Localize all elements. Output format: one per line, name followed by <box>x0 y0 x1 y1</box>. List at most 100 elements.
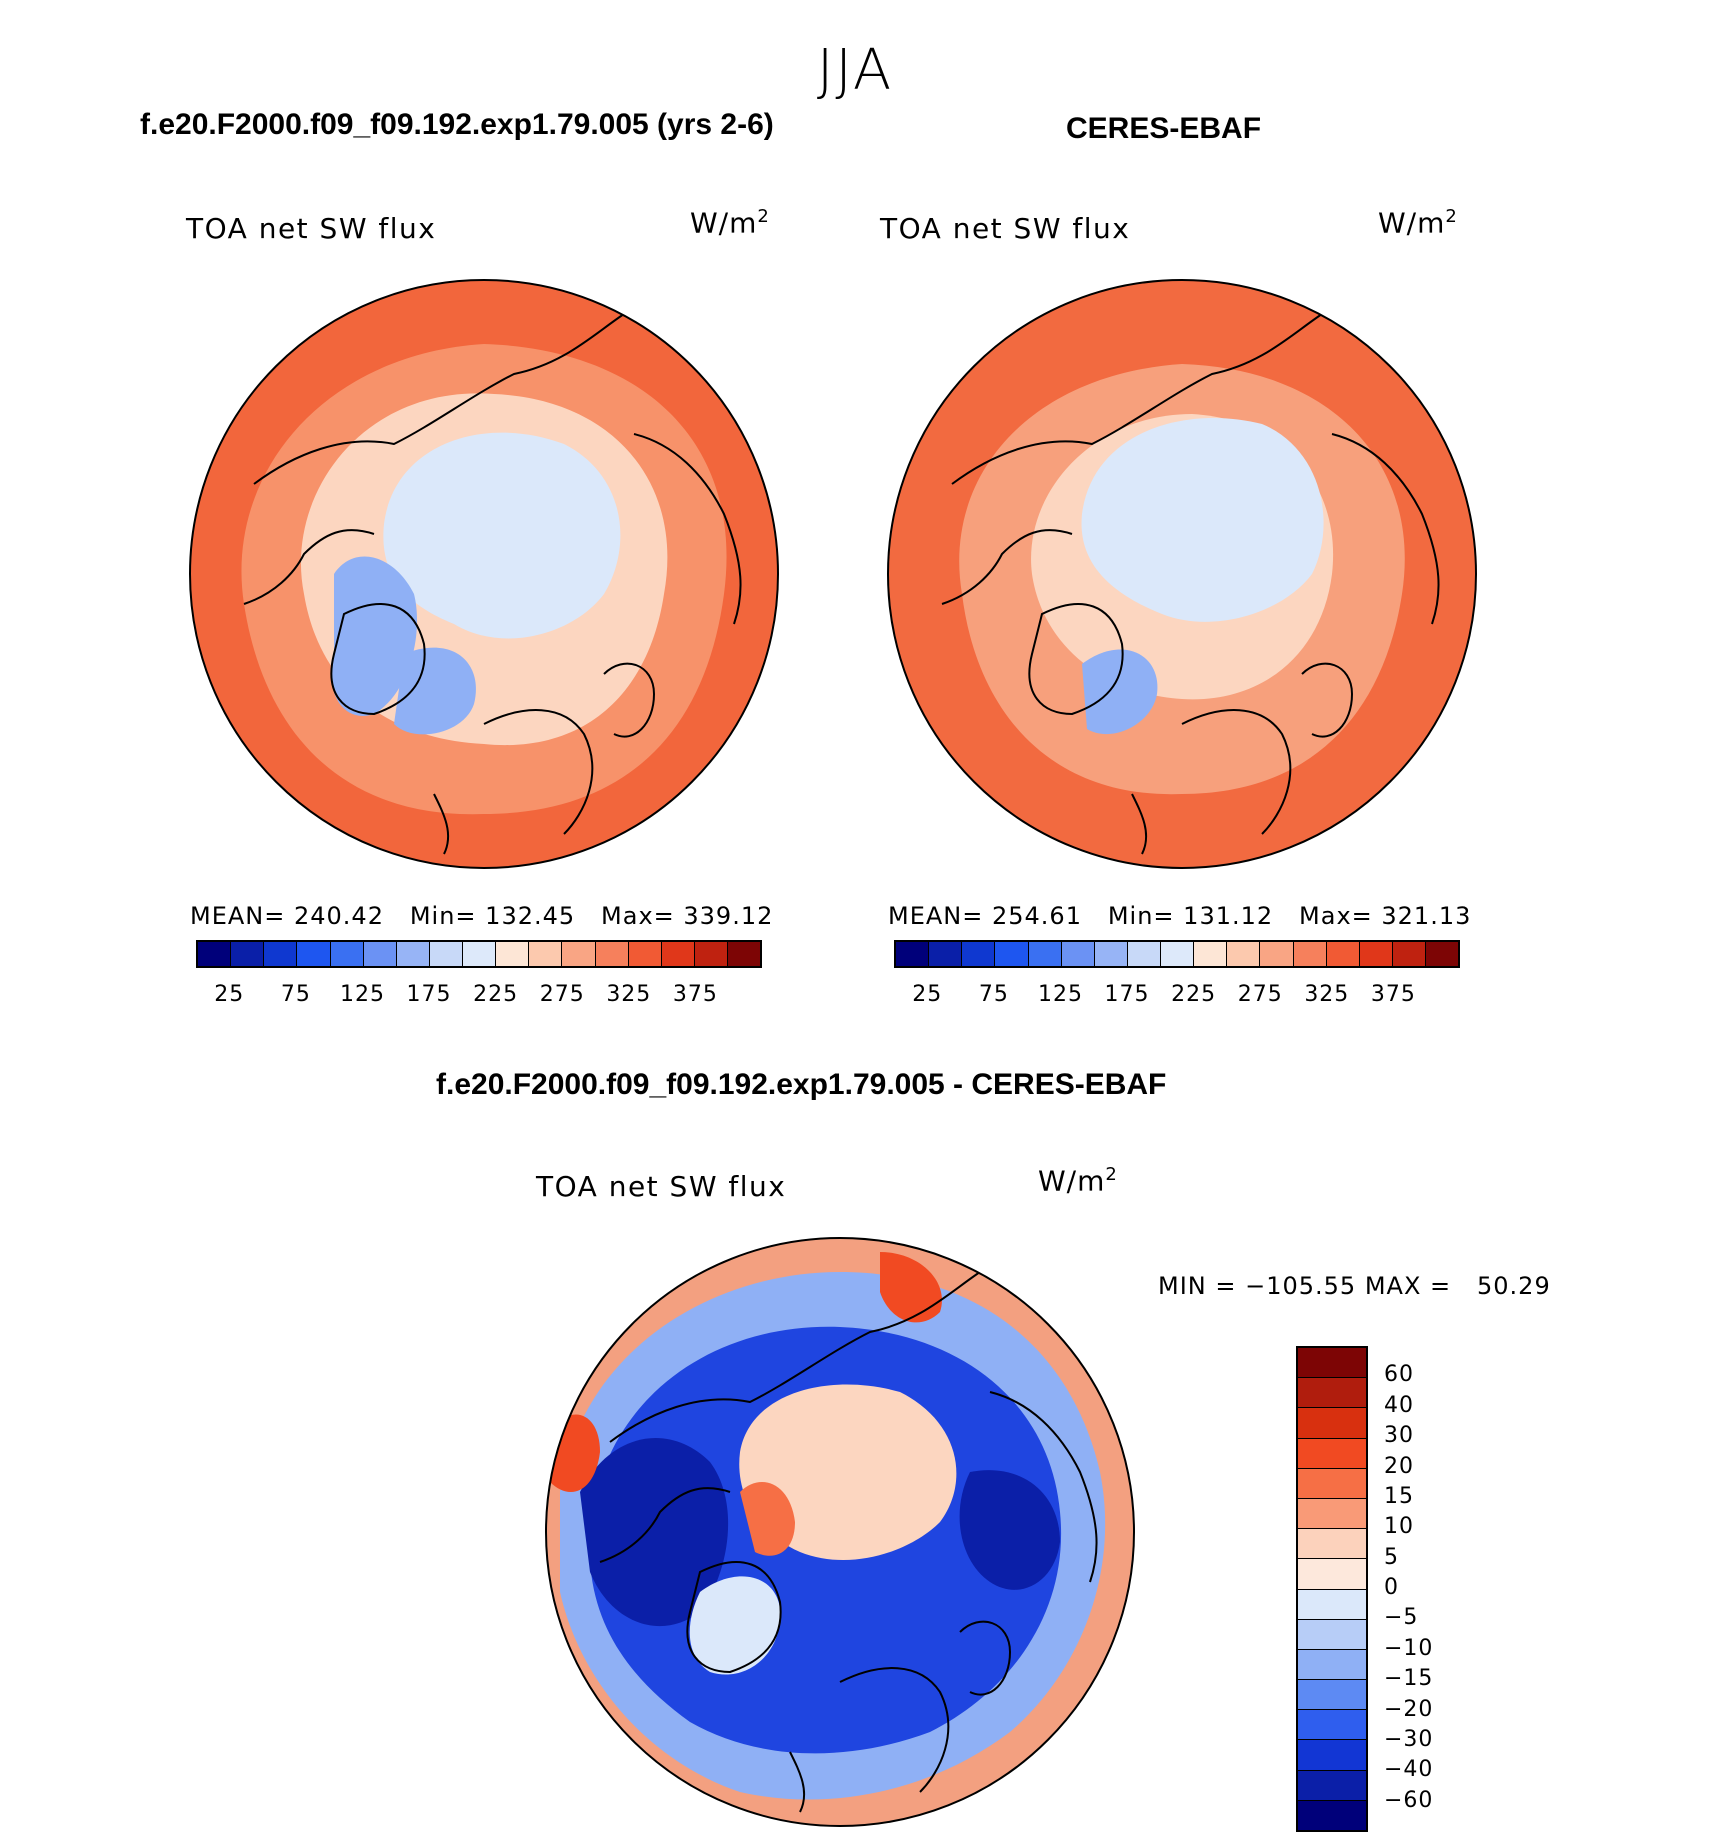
model-coastlines <box>243 313 742 855</box>
obs-map-cap <box>1081 418 1324 622</box>
colorbar-swatch <box>463 942 497 966</box>
colorbar-swatch <box>1094 942 1128 966</box>
colorbar-swatch <box>1127 942 1161 966</box>
colorbar-tick-label: 125 <box>1037 982 1083 1007</box>
model-polar-map <box>189 279 779 869</box>
diff-colorbar-swatch <box>1298 1348 1366 1379</box>
colorbar-swatch <box>661 942 695 966</box>
obs-variable-label: TOA net SW flux <box>880 212 1131 245</box>
diff-colorbar-swatch <box>1298 1740 1366 1771</box>
diff-colorbar-label: 10 <box>1384 1514 1414 1540</box>
colorbar-swatch <box>363 942 397 966</box>
diff-coastlines <box>599 1271 1098 1813</box>
diff-colorbar-swatch <box>1298 1408 1366 1439</box>
diff-colorbar-swatch <box>1298 1619 1366 1650</box>
diff-colorbar-label: 30 <box>1384 1423 1414 1449</box>
colorbar-swatch <box>330 942 364 966</box>
colorbar-swatch <box>628 942 662 966</box>
diff-colorbar-label: −5 <box>1384 1605 1419 1631</box>
colorbar-swatch <box>1028 942 1062 966</box>
diff-colorbar-swatch <box>1298 1710 1366 1741</box>
diff-colorbar-swatch <box>1298 1529 1366 1560</box>
colorbar-tick-label: 275 <box>539 982 585 1007</box>
colorbar-swatch <box>1061 942 1095 966</box>
diff-colorbar-label: −60 <box>1384 1787 1434 1813</box>
colorbar-swatch <box>1359 942 1393 966</box>
diff-variable-label: TOA net SW flux <box>536 1170 787 1203</box>
colorbar-swatch <box>231 942 265 966</box>
colorbar-tick-label: 175 <box>1104 982 1150 1007</box>
diff-colorbar-label: 60 <box>1384 1362 1414 1388</box>
colorbar-swatch <box>694 942 728 966</box>
model-variable-label: TOA net SW flux <box>186 212 437 245</box>
colorbar-swatch <box>1194 942 1228 966</box>
diff-colorbar-label: 20 <box>1384 1453 1414 1479</box>
diff-panel-title: f.e20.F2000.f09_f09.192.exp1.79.005 - CE… <box>436 1068 1167 1101</box>
diff-colorbar-label: 0 <box>1384 1575 1399 1600</box>
diff-colorbar-label: 15 <box>1384 1483 1414 1509</box>
colorbar-tick-label: 75 <box>280 982 311 1007</box>
colorbar-swatch <box>1293 942 1327 966</box>
colorbar-swatch <box>929 942 963 966</box>
colorbar-tick-label: 175 <box>406 982 452 1007</box>
diff-map-deep-west <box>580 1438 729 1627</box>
diff-units-label: W/m2 <box>1038 1164 1118 1198</box>
diff-colorbar-swatch <box>1298 1649 1366 1681</box>
diff-colorbar <box>1296 1346 1368 1832</box>
colorbar-swatch <box>1392 942 1426 966</box>
model-colorbar <box>196 940 762 968</box>
diff-polar-map <box>545 1237 1135 1827</box>
obs-coastlines <box>941 313 1440 855</box>
diff-colorbar-swatch <box>1298 1800 1366 1830</box>
colorbar-swatch <box>1326 942 1360 966</box>
diff-map-deep-east <box>959 1470 1060 1590</box>
diff-colorbar-label: 5 <box>1384 1544 1399 1570</box>
diff-map-warm-ne <box>880 1252 942 1323</box>
diff-colorbar-swatch <box>1298 1498 1366 1530</box>
colorbar-swatch <box>198 942 232 966</box>
obs-polar-map <box>887 279 1477 869</box>
obs-map-ice <box>1082 649 1158 735</box>
colorbar-swatch <box>995 942 1029 966</box>
colorbar-tick-label: 325 <box>1304 982 1350 1007</box>
colorbar-tick-label: 25 <box>214 982 245 1007</box>
obs-panel-title: CERES-EBAF <box>1066 112 1262 145</box>
obs-units-label: W/m2 <box>1378 206 1458 240</box>
diff-map-ice <box>689 1576 781 1675</box>
colorbar-swatch <box>429 942 463 966</box>
colorbar-swatch <box>1260 942 1294 966</box>
colorbar-swatch <box>595 942 629 966</box>
diff-colorbar-swatch <box>1298 1770 1366 1801</box>
diff-colorbar-swatch <box>1298 1468 1366 1499</box>
colorbar-tick-label: 225 <box>473 982 519 1007</box>
diff-colorbar-label: −20 <box>1384 1696 1434 1722</box>
colorbar-tick-label: 375 <box>672 982 718 1007</box>
diff-colorbar-label: 40 <box>1384 1392 1414 1418</box>
diff-colorbar-swatch <box>1298 1680 1366 1711</box>
colorbar-swatch <box>1227 942 1261 966</box>
colorbar-swatch <box>1426 942 1459 966</box>
model-units-label: W/m2 <box>690 206 770 240</box>
colorbar-tick-label: 375 <box>1370 982 1416 1007</box>
colorbar-swatch <box>728 942 761 966</box>
diff-colorbar-swatch <box>1298 1378 1366 1409</box>
diff-colorbar-swatch <box>1298 1589 1366 1620</box>
colorbar-swatch <box>396 942 430 966</box>
diff-colorbar-label: −40 <box>1384 1757 1434 1783</box>
diff-colorbar-swatch <box>1298 1559 1366 1590</box>
colorbar-swatch <box>496 942 530 966</box>
colorbar-swatch <box>529 942 563 966</box>
diff-colorbar-label: −30 <box>1384 1726 1434 1752</box>
colorbar-swatch <box>264 942 298 966</box>
diff-map-cap-warm <box>740 1482 795 1556</box>
colorbar-swatch <box>896 942 930 966</box>
season-title: JJA <box>816 38 894 103</box>
colorbar-swatch <box>297 942 331 966</box>
model-colorbar-ticks: 25 75 125 175 225 275 325 375 <box>196 982 762 1012</box>
colorbar-swatch <box>962 942 996 966</box>
colorbar-tick-label: 225 <box>1171 982 1217 1007</box>
colorbar-tick-label: 275 <box>1237 982 1283 1007</box>
colorbar-tick-label: 125 <box>339 982 385 1007</box>
colorbar-swatch <box>1161 942 1195 966</box>
colorbar-tick-label: 75 <box>978 982 1009 1007</box>
